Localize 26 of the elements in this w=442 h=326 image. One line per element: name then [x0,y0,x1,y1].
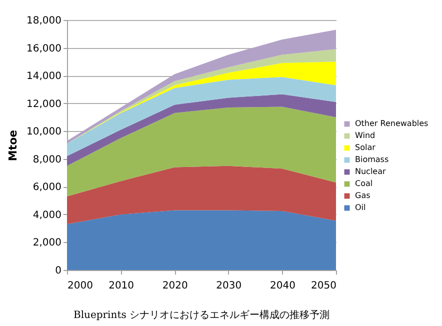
legend-label: Nuclear [355,167,386,176]
legend-label: Oil [355,203,366,212]
y-tick-label: 4,000 [32,210,62,221]
y-tick-label: 2,000 [32,238,62,249]
legend-label: Other Renewables [355,119,428,128]
legend-label: Solar [355,143,376,152]
y-tick-label: 10,000 [26,126,62,138]
legend-label: Wind [355,131,376,140]
x-tick-label: 2000 [68,280,93,292]
y-tick-label: 18,000 [26,16,62,26]
text: Blueprints シナリオにおけるエネルギー構成の推移予測 [73,309,330,321]
x-tick-label: 2050 [311,280,336,292]
y-tick-label: 8,000 [32,154,62,166]
y-tick-label: 0 [55,266,62,276]
y-tick-label: 6,000 [32,182,62,194]
legend-label: Gas [355,191,370,200]
x-tick-label: 2010 [108,280,134,292]
x-tick-label: 2020 [162,280,188,292]
y-tick-label: 14,000 [26,71,62,82]
x-tick-label: 2040 [270,280,296,292]
legend-label: Biomass [355,155,389,164]
y-axis-title: Mtoe [6,130,20,162]
x-tick-label: 2030 [216,280,242,292]
legend-label: Coal [355,179,373,188]
y-tick-label: 16,000 [26,43,62,54]
y-tick-label: 12,000 [26,98,62,110]
